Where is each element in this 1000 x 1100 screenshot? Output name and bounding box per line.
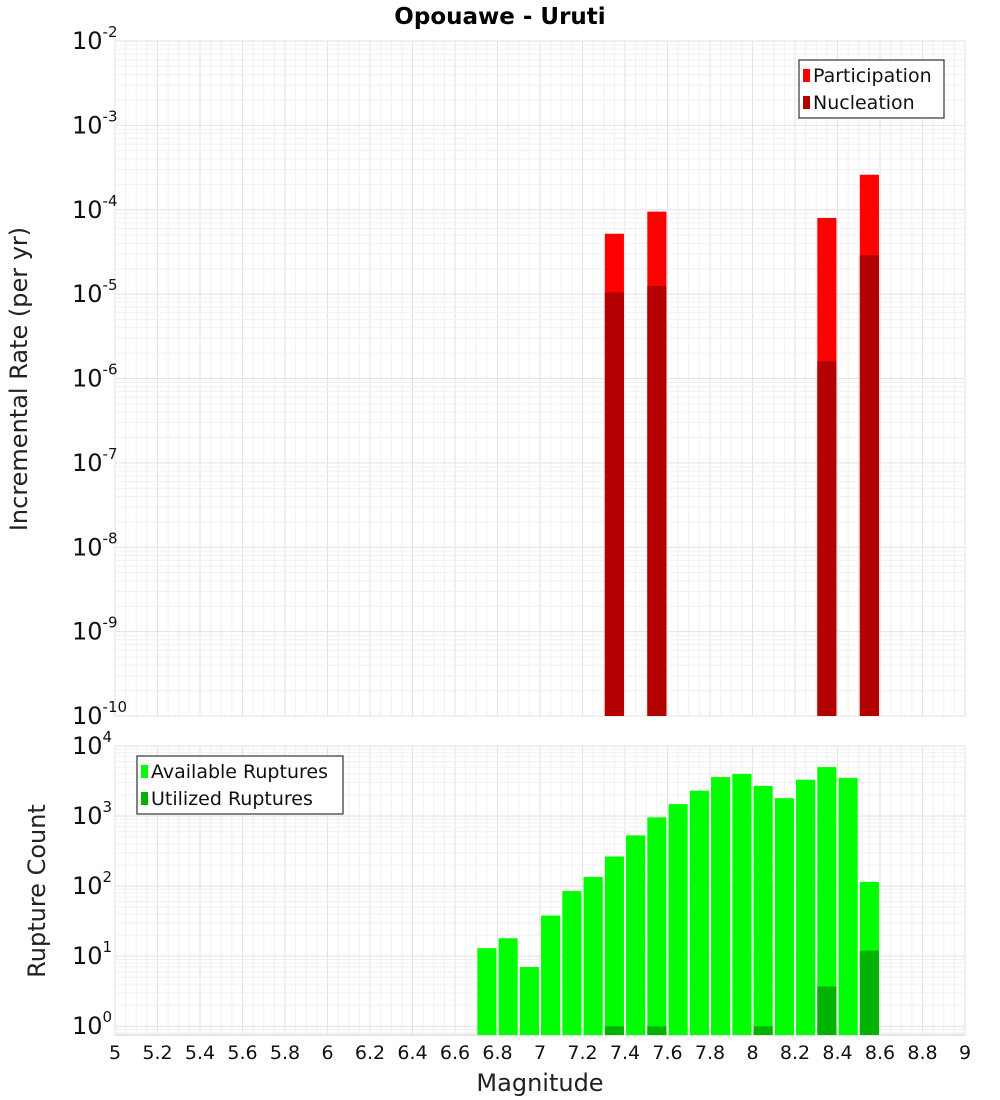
top-legend-swatch <box>803 69 810 82</box>
top-y-tick-label: 10-8 <box>72 529 118 561</box>
bottom-bar-s1 <box>753 785 773 1035</box>
x-tick-label: 8.8 <box>907 1042 937 1064</box>
bottom-bar-s2 <box>859 950 879 1035</box>
bottom-y-tick-label: 101 <box>72 938 112 970</box>
top-legend-box <box>798 59 945 119</box>
bottom-bars <box>477 767 879 1035</box>
top-bar-s2 <box>817 361 837 716</box>
bottom-legend-swatch <box>141 792 148 805</box>
x-tick-label: 7.2 <box>567 1042 597 1064</box>
x-tick-label: 5 <box>109 1042 121 1064</box>
x-tick-label: 6.2 <box>355 1042 385 1064</box>
bottom-bar-s1 <box>796 779 816 1035</box>
top-y-ticks: 10-10 10-9 10-8 10-7 10-6 10-5 10-4 10-3 10-2 <box>72 23 127 730</box>
top-grid <box>114 40 966 717</box>
top-y-tick-label: 10-6 <box>72 361 118 393</box>
bottom-bar-s1 <box>583 876 603 1035</box>
bottom-legend-label: Utilized Ruptures <box>151 788 313 810</box>
x-tick-label: 6.6 <box>440 1042 470 1064</box>
bottom-bar-s1 <box>838 777 858 1035</box>
bottom-bar-s1 <box>689 790 709 1035</box>
x-tick-label: 5.2 <box>142 1042 172 1064</box>
x-tick-label: 8.2 <box>780 1042 810 1064</box>
x-tick-label: 6.8 <box>482 1042 512 1064</box>
x-tick-label: 7.6 <box>652 1042 682 1064</box>
bottom-bar-s1 <box>647 817 667 1035</box>
bottom-y-tick-label: 100 <box>72 1008 112 1040</box>
bottom-panel: 100 101 102 103 104 Rupture Count Available … <box>23 728 971 1097</box>
bottom-bar-s1 <box>477 948 497 1035</box>
bottom-legend-box <box>136 755 344 815</box>
bottom-bar-s2 <box>817 986 837 1035</box>
bottom-bar-s1 <box>817 767 837 1035</box>
x-tick-label: 5.4 <box>185 1042 215 1064</box>
x-ticks: 5 5.2 5.4 5.6 5.8 6 6.2 6.4 6.6 6.8 7 7.2 7.4 7.6 7.8 8… <box>109 1042 971 1064</box>
bottom-bar-s1 <box>519 967 539 1035</box>
top-legend-label: Participation <box>813 65 932 87</box>
x-tick-label: 7.4 <box>610 1042 640 1064</box>
top-y-tick-label: 10-3 <box>72 107 118 139</box>
top-panel: 10-10 10-9 10-8 10-7 10-6 10-5 10-4 10-3 10-2 In… <box>5 23 966 730</box>
bottom-legend-label: Available Ruptures <box>151 761 328 783</box>
x-tick-label: 6 <box>321 1042 333 1064</box>
x-tick-label: 6.4 <box>397 1042 427 1064</box>
x-tick-label: 8.6 <box>865 1042 895 1064</box>
top-bar-s2 <box>604 292 624 716</box>
top-y-axis-label: Incremental Rate (per yr) <box>5 227 33 531</box>
top-y-tick-label: 10-9 <box>72 614 118 646</box>
top-bars <box>604 174 879 716</box>
bottom-bar-s1 <box>711 777 731 1035</box>
top-legend-label: Nucleation <box>813 92 915 114</box>
top-legend: Participation Nucleation <box>798 59 945 119</box>
top-y-tick-label: 10-2 <box>72 23 118 55</box>
top-y-tick-label: 10-5 <box>72 276 118 308</box>
x-tick-label: 5.8 <box>270 1042 300 1064</box>
bottom-y-tick-label: 104 <box>72 728 112 760</box>
bottom-bar-s1 <box>562 891 582 1035</box>
bottom-bar-s1 <box>626 835 646 1035</box>
top-y-tick-label: 10-7 <box>72 445 118 477</box>
bottom-y-ticks: 100 101 102 103 104 <box>72 728 112 1040</box>
x-tick-label: 7.8 <box>695 1042 725 1064</box>
x-tick-label: 5.6 <box>227 1042 257 1064</box>
x-tick-label: 8.4 <box>822 1042 852 1064</box>
bottom-legend: Available Ruptures Utilized Ruptures <box>136 755 344 815</box>
top-legend-swatch <box>803 96 810 109</box>
chart-title: Opouawe - Uruti <box>394 4 605 30</box>
bottom-bar-s1 <box>668 804 688 1035</box>
bottom-y-tick-label: 102 <box>72 868 112 900</box>
bottom-y-axis-label: Rupture Count <box>23 804 51 978</box>
bottom-bar-s2 <box>647 1026 667 1035</box>
bottom-bar-s1 <box>732 773 752 1035</box>
top-y-tick-label: 10-10 <box>72 698 127 730</box>
bottom-bar-s1 <box>498 938 518 1035</box>
x-axis-label: Magnitude <box>476 1069 603 1097</box>
top-bar-s2 <box>859 255 879 716</box>
top-y-tick-label: 10-4 <box>72 192 118 224</box>
x-tick-label: 9 <box>959 1042 971 1064</box>
x-tick-label: 7 <box>534 1042 546 1064</box>
bottom-legend-swatch <box>141 765 148 778</box>
x-tick-label: 8 <box>746 1042 758 1064</box>
top-bar-s2 <box>647 285 667 716</box>
bottom-bar-s2 <box>753 1026 773 1035</box>
bottom-y-tick-label: 103 <box>72 798 112 830</box>
bottom-bar-s1 <box>774 798 794 1035</box>
bottom-bar-s2 <box>604 1026 624 1035</box>
bottom-bar-s1 <box>604 856 624 1035</box>
bottom-bar-s1 <box>541 915 561 1035</box>
